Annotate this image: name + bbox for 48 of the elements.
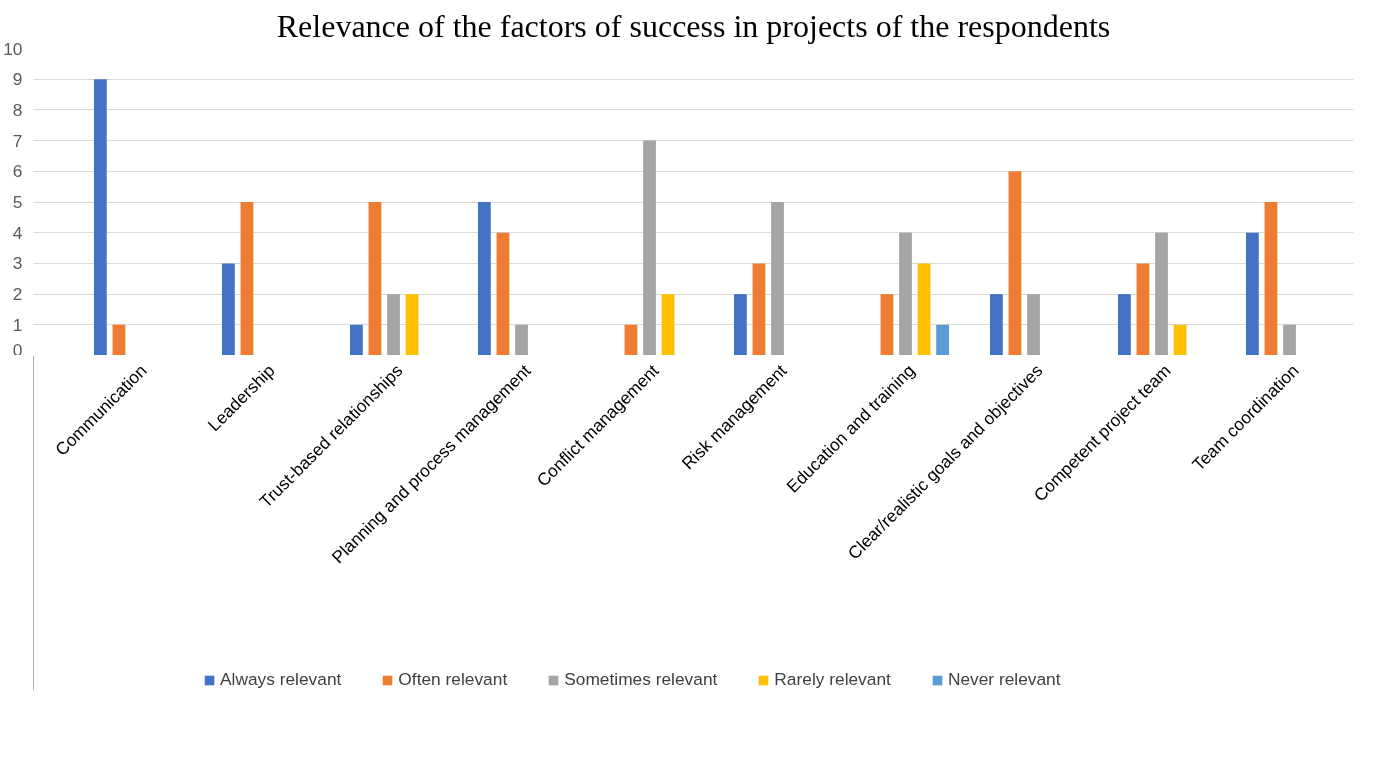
legend-label: Never relevant <box>947 669 1061 690</box>
bar <box>1136 263 1150 355</box>
bar <box>989 294 1003 355</box>
y-tick-label: 5 <box>12 192 23 212</box>
bar <box>1245 232 1259 355</box>
y-tick-label: 10 <box>3 38 23 59</box>
y-tick-label: 7 <box>12 130 23 151</box>
bar <box>917 263 931 355</box>
bar <box>1027 294 1040 355</box>
bar <box>1117 294 1131 355</box>
y-tick-label: 1 <box>12 314 23 335</box>
y-tick-label: 9 <box>12 69 23 90</box>
bar <box>368 202 382 355</box>
y-tick-label: 2 <box>12 284 23 305</box>
y-tick-label: 3 <box>12 253 23 274</box>
bar <box>899 232 912 355</box>
bar <box>1283 324 1296 355</box>
bar <box>515 324 528 355</box>
bar <box>221 263 235 355</box>
bar <box>733 294 747 355</box>
bar <box>771 202 784 355</box>
bar <box>93 79 107 355</box>
y-tick-label: 6 <box>12 161 23 182</box>
bar <box>880 294 894 355</box>
bar <box>349 324 363 355</box>
bar <box>477 202 491 355</box>
bar <box>643 140 656 355</box>
y-tick-label: 4 <box>12 222 23 243</box>
bar <box>1008 171 1022 355</box>
bar <box>112 324 126 355</box>
bar <box>405 294 419 355</box>
bar <box>1264 202 1278 355</box>
chart-title: Relevance of the factors of success in projects of the respondents <box>276 7 1111 44</box>
bar <box>752 263 766 355</box>
bar <box>240 202 254 355</box>
bar <box>936 324 950 355</box>
y-tick-label: 0 <box>12 339 23 360</box>
y-tick-label: 8 <box>12 99 23 120</box>
legend-label: Always relevant <box>220 669 342 690</box>
legend-label: Often relevant <box>398 669 508 690</box>
bar <box>387 294 400 355</box>
legend-label: Rarely relevant <box>774 669 891 690</box>
legend-label: Sometimes relevant <box>564 669 718 690</box>
bar <box>1173 324 1187 355</box>
bar <box>661 294 675 355</box>
bar <box>624 324 638 355</box>
bar <box>1155 232 1168 355</box>
bar <box>496 232 510 355</box>
